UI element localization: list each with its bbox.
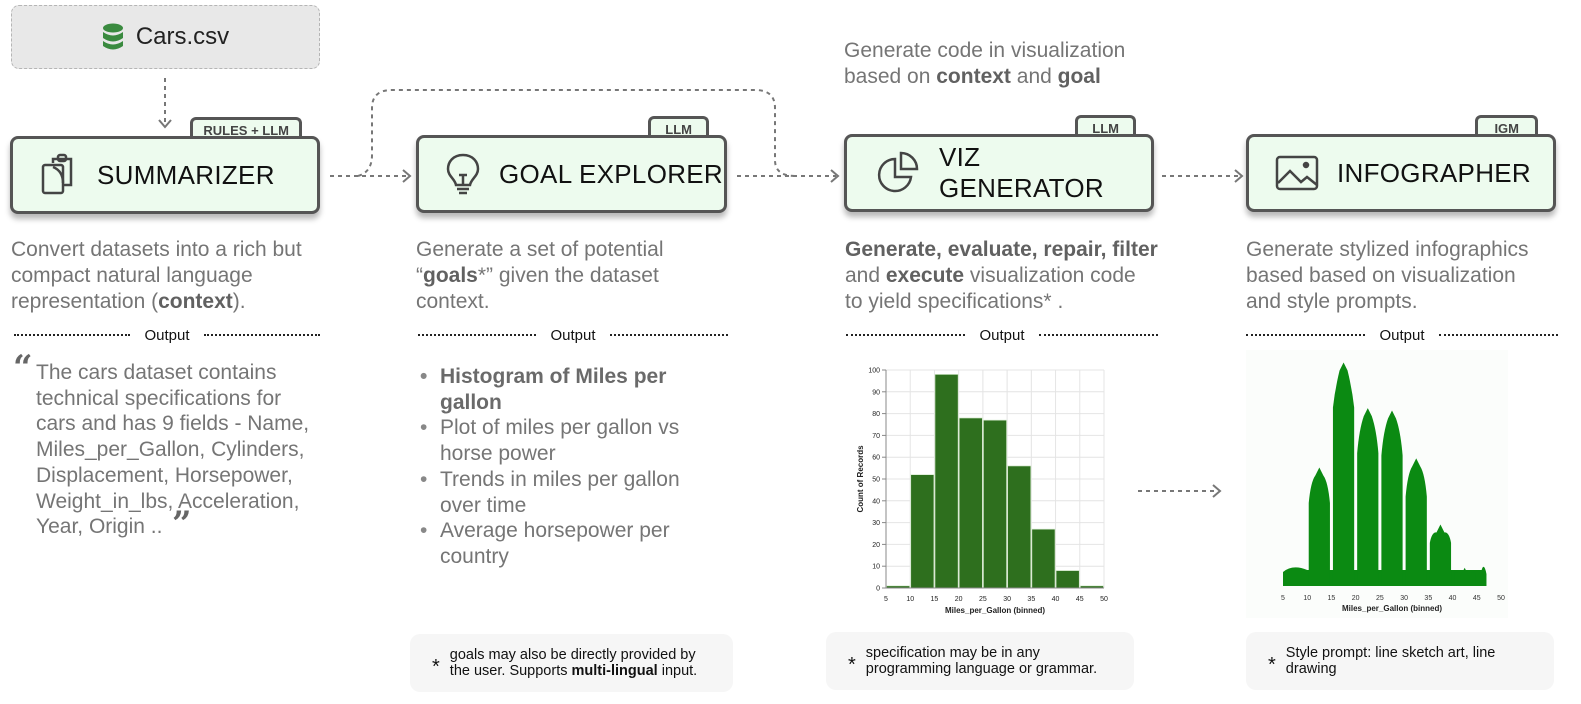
pie-chart-icon — [877, 151, 919, 193]
infographer-note: * Style prompt: line sketch art, line dr… — [1246, 632, 1554, 690]
svg-text:15: 15 — [931, 596, 939, 603]
svg-text:70: 70 — [872, 433, 880, 440]
svg-text:45: 45 — [1473, 595, 1481, 602]
svg-text:5: 5 — [884, 596, 888, 603]
database-icon — [102, 23, 123, 50]
infographer-card: IGM INFOGRAPHER — [1246, 115, 1556, 212]
goal-item: Average horsepower per country — [416, 518, 716, 569]
svg-text:Miles_per_Gallon (binned): Miles_per_Gallon (binned) — [1342, 604, 1442, 613]
svg-text:40: 40 — [1052, 596, 1060, 603]
svg-text:10: 10 — [1303, 595, 1311, 602]
summarizer-title: SUMMARIZER — [97, 159, 275, 190]
svg-text:20: 20 — [1352, 595, 1360, 602]
summarizer-output-separator: Output — [14, 326, 320, 344]
svg-text:25: 25 — [979, 596, 987, 603]
svg-text:50: 50 — [872, 477, 880, 484]
goal-explorer-note: * goals may also be directly provided by… — [410, 634, 733, 692]
svg-text:5: 5 — [1281, 595, 1285, 602]
infographer-description: Generate stylized infographics based bas… — [1246, 238, 1529, 313]
viz-generator-output-separator: Output — [846, 326, 1158, 344]
infographer-title: INFOGRAPHER — [1337, 157, 1531, 188]
svg-text:Count of Records: Count of Records — [856, 445, 865, 513]
goal-item: Histogram of Miles per gallon — [416, 364, 716, 415]
svg-text:10: 10 — [872, 564, 880, 571]
svg-text:15: 15 — [1328, 595, 1336, 602]
image-icon — [1275, 155, 1319, 191]
lightbulb-icon — [446, 153, 480, 195]
svg-text:0: 0 — [876, 586, 880, 593]
svg-text:50: 50 — [1100, 596, 1108, 603]
viz-generator-card: LLM VIZ GENERATOR — [844, 115, 1154, 212]
viz-generator-description: Generate, evaluate, repair, filter and e… — [845, 238, 1158, 313]
svg-text:35: 35 — [1027, 596, 1035, 603]
summarizer-card: RULES + LLM SUMMARIZER — [10, 117, 320, 214]
svg-text:20: 20 — [872, 542, 880, 549]
svg-text:40: 40 — [1449, 595, 1457, 602]
histogram-chart: 0 10 20 30 40 50 60 70 80 90 100 5 10 15 20 25 30 35 40 45 5… — [856, 368, 1108, 616]
svg-text:50: 50 — [1497, 595, 1505, 602]
goal-explorer-output-separator: Output — [418, 326, 728, 344]
open-quote-mark: “ — [13, 348, 33, 388]
svg-text:30: 30 — [1003, 596, 1011, 603]
svg-text:90: 90 — [872, 389, 880, 396]
svg-text:30: 30 — [1400, 595, 1408, 602]
infographer-output-separator: Output — [1246, 326, 1558, 344]
mpg-histogram: 0 10 20 30 40 50 60 70 80 90 100 5 10 15 20 25 30 35 40 45 5… — [848, 360, 1110, 618]
svg-text:40: 40 — [872, 498, 880, 505]
goal-explorer-card: LLM GOAL EXPLORER — [416, 116, 727, 213]
clipboard-icon — [41, 153, 73, 195]
svg-text:Miles_per_Gallon (binned): Miles_per_Gallon (binned) — [945, 606, 1045, 615]
svg-text:35: 35 — [1424, 595, 1432, 602]
goal-explorer-description: Generate a set of potential “goals*” giv… — [416, 238, 664, 313]
summarizer-description: Convert datasets into a rich but compact… — [11, 238, 302, 313]
stylized-infographic: 5 10 15 20 25 30 35 40 45 50 Miles_per_Gallon (bin… — [1281, 362, 1505, 613]
viz-generator-note: * specification may be in any programmin… — [826, 632, 1134, 690]
viz-generator-annotation: Generate code in visualization based on … — [844, 39, 1126, 88]
svg-text:30: 30 — [872, 520, 880, 527]
svg-text:25: 25 — [1376, 595, 1384, 602]
summarizer-output-context: The cars dataset contains technical spec… — [36, 361, 310, 539]
svg-text:10: 10 — [906, 596, 914, 603]
goal-item: Plot of miles per gallon vs horse power — [416, 415, 716, 466]
goal-item: Trends in miles per gallon over time — [416, 467, 716, 518]
close-quote-mark: ” — [172, 504, 192, 544]
svg-text:20: 20 — [955, 596, 963, 603]
svg-text:100: 100 — [868, 368, 880, 375]
svg-text:60: 60 — [872, 455, 880, 462]
infographic-output: 5 10 15 20 25 30 35 40 45 50 Miles_per_Gallon (bin… — [1246, 350, 1508, 618]
dataset-source: Cars.csv — [11, 5, 320, 69]
goal-explorer-title: GOAL EXPLORER — [499, 158, 724, 189]
dataset-filename: Cars.csv — [135, 23, 230, 50]
svg-text:45: 45 — [1076, 596, 1084, 603]
svg-text:80: 80 — [872, 411, 880, 418]
viz-generator-title: VIZ GENERATOR — [939, 142, 1104, 203]
goals-list: Histogram of Miles per gallon Plot of mi… — [416, 364, 716, 570]
